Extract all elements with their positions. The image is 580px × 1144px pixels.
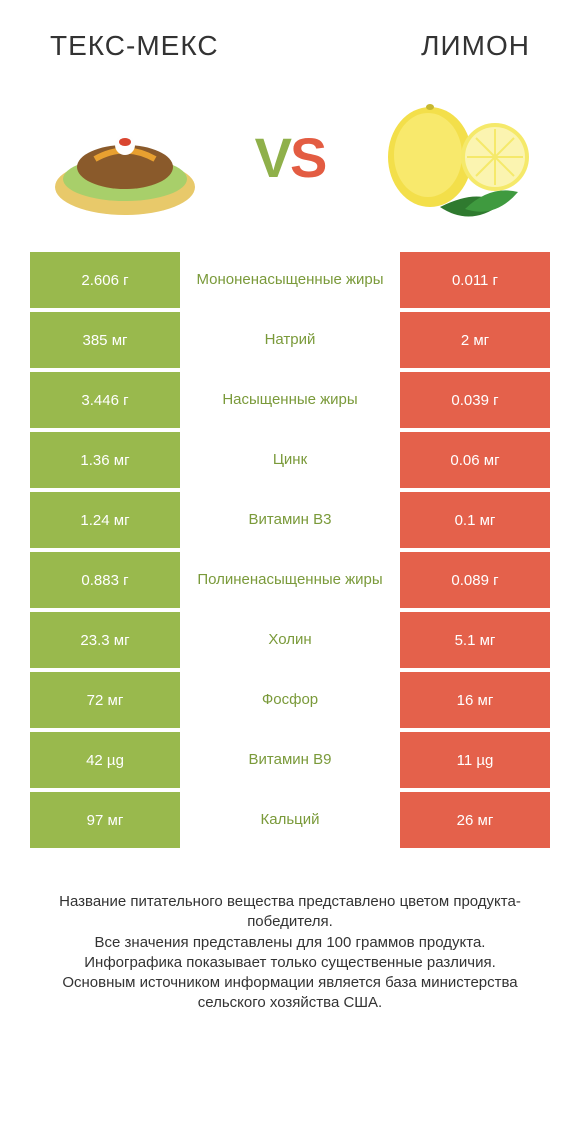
left-value-cell: 385 мг [30, 312, 180, 368]
lemon-icon [370, 87, 540, 227]
table-row: 3.446 гНасыщенные жиры0.039 г [30, 372, 550, 428]
right-value-cell: 26 мг [400, 792, 550, 848]
table-row: 1.24 мгВитамин B30.1 мг [30, 492, 550, 548]
left-value-cell: 42 µg [30, 732, 180, 788]
table-row: 23.3 мгХолин5.1 мг [30, 612, 550, 668]
left-value-cell: 23.3 мг [30, 612, 180, 668]
left-value-cell: 72 мг [30, 672, 180, 728]
header: Текс-Мекс Лимон [0, 0, 580, 72]
right-value-cell: 0.06 мг [400, 432, 550, 488]
table-row: 2.606 гМононенасыщенные жиры0.011 г [30, 252, 550, 308]
nutrient-label: Натрий [180, 312, 400, 368]
nutrient-label: Мононенасыщенные жиры [180, 252, 400, 308]
nutrient-label: Витамин B9 [180, 732, 400, 788]
table-row: 385 мгНатрий2 мг [30, 312, 550, 368]
vs-s: S [290, 126, 325, 189]
table-row: 42 µgВитамин B911 µg [30, 732, 550, 788]
left-value-cell: 1.24 мг [30, 492, 180, 548]
right-value-cell: 11 µg [400, 732, 550, 788]
footer-line: Инфографика показывает только существенн… [30, 953, 550, 973]
left-value-cell: 3.446 г [30, 372, 180, 428]
taco-icon [40, 87, 210, 227]
vs-v: V [255, 126, 290, 189]
right-value-cell: 5.1 мг [400, 612, 550, 668]
left-value-cell: 2.606 г [30, 252, 180, 308]
nutrient-label: Витамин B3 [180, 492, 400, 548]
nutrient-label: Цинк [180, 432, 400, 488]
right-value-cell: 0.1 мг [400, 492, 550, 548]
images-row: VS [0, 72, 580, 252]
nutrient-label: Насыщенные жиры [180, 372, 400, 428]
left-product-title: Текс-Мекс [50, 30, 219, 62]
table-row: 72 мгФосфор16 мг [30, 672, 550, 728]
right-value-cell: 0.089 г [400, 552, 550, 608]
left-value-cell: 97 мг [30, 792, 180, 848]
footer-notes: Название питательного вещества представл… [0, 852, 580, 1014]
right-value-cell: 16 мг [400, 672, 550, 728]
table-row: 1.36 мгЦинк0.06 мг [30, 432, 550, 488]
footer-line: Все значения представлены для 100 граммо… [30, 933, 550, 953]
left-value-cell: 0.883 г [30, 552, 180, 608]
footer-line: Основным источником информации является … [30, 973, 550, 1014]
nutrient-label: Кальций [180, 792, 400, 848]
table-row: 97 мгКальций26 мг [30, 792, 550, 848]
nutrient-label: Фосфор [180, 672, 400, 728]
nutrient-label: Полиненасыщенные жиры [180, 552, 400, 608]
right-value-cell: 0.011 г [400, 252, 550, 308]
right-value-cell: 0.039 г [400, 372, 550, 428]
right-value-cell: 2 мг [400, 312, 550, 368]
vs-label: VS [255, 125, 326, 190]
right-product-title: Лимон [421, 30, 530, 62]
table-row: 0.883 гПолиненасыщенные жиры0.089 г [30, 552, 550, 608]
footer-line: Название питательного вещества представл… [30, 892, 550, 933]
comparison-table: 2.606 гМононенасыщенные жиры0.011 г385 м… [0, 252, 580, 848]
left-value-cell: 1.36 мг [30, 432, 180, 488]
nutrient-label: Холин [180, 612, 400, 668]
